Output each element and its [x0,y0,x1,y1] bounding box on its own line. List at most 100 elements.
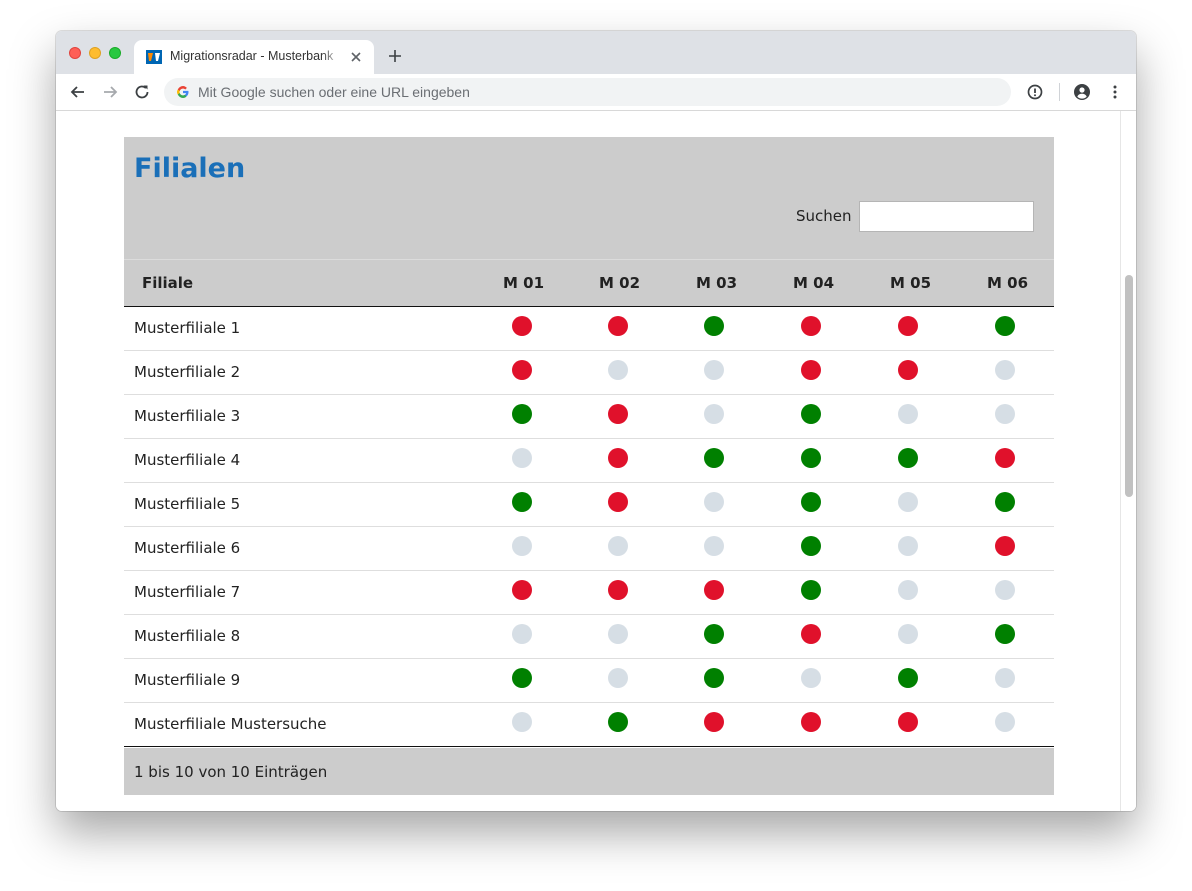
status-dot-grey [608,624,628,644]
favicon-icon [146,50,162,64]
window-zoom-button[interactable] [109,47,121,59]
status-dot-green [898,668,918,688]
status-dot-green [608,712,628,732]
branch-name: Musterfiliale 8 [134,627,241,645]
status-dot-green [801,404,821,424]
status-dot-grey [898,492,918,512]
status-dot-red [801,360,821,380]
table-row: Musterfiliale 2 [124,351,1054,395]
table-body: Musterfiliale 1 Musterfiliale 2 Musterfili… [124,307,1054,747]
branch-name: Musterfiliale 5 [134,495,241,513]
status-dot-green [801,448,821,468]
browser-toolbar: Mit Google suchen oder eine URL eingeben [56,74,1136,111]
plus-icon[interactable] [387,48,403,64]
table-row: Musterfiliale 8 [124,615,1054,659]
status-dot-red [898,360,918,380]
window-minimize-button[interactable] [89,47,101,59]
status-dot-grey [512,448,532,468]
status-dot-grey [512,536,532,556]
status-dot-green [801,536,821,556]
scrollbar-thumb[interactable] [1125,275,1133,497]
status-dot-grey [898,580,918,600]
status-dot-red [995,448,1015,468]
tab-strip: Migrationsradar - Musterbank [56,31,1136,74]
column-header-m04[interactable]: M 04 [793,274,835,292]
forward-arrow-icon[interactable] [101,83,119,101]
status-dot-green [512,404,532,424]
status-dot-grey [512,624,532,644]
status-dot-green [995,624,1015,644]
status-dot-red [898,316,918,336]
column-header-filiale[interactable]: Filiale [142,274,194,292]
column-header-m01[interactable]: M 01 [503,274,545,292]
status-dot-red [512,316,532,336]
status-dot-green [512,492,532,512]
address-placeholder: Mit Google suchen oder eine URL eingeben [198,84,470,100]
status-dot-green [801,580,821,600]
info-icon[interactable] [1026,83,1044,101]
status-dot-grey [704,536,724,556]
toolbar-divider [1059,83,1060,101]
status-dot-grey [608,668,628,688]
branch-name: Musterfiliale 6 [134,539,241,557]
status-dot-red [704,580,724,600]
window-close-button[interactable] [69,47,81,59]
vertical-scrollbar[interactable] [1120,111,1136,811]
branch-name: Musterfiliale 2 [134,363,241,381]
table-row: Musterfiliale 6 [124,527,1054,571]
status-dot-grey [898,624,918,644]
search-input[interactable] [859,201,1034,232]
status-dot-grey [704,404,724,424]
address-bar[interactable]: Mit Google suchen oder eine URL eingeben [164,78,1011,106]
table-row: Musterfiliale 7 [124,571,1054,615]
status-dot-green [995,492,1015,512]
account-icon[interactable] [1073,83,1091,101]
kebab-menu-icon[interactable] [1106,83,1124,101]
status-dot-red [801,712,821,732]
branches-table-card: Filialen Suchen Filiale M 01 M 02 M 03 M… [124,137,1054,795]
status-dot-red [801,624,821,644]
back-arrow-icon[interactable] [69,83,87,101]
status-dot-grey [995,668,1015,688]
browser-window: Migrationsradar - Musterbank [56,31,1136,811]
status-dot-grey [512,712,532,732]
table-info: 1 bis 10 von 10 Einträgen [134,763,328,781]
tab-title: Migrationsradar - Musterbank [170,49,334,63]
column-header-m02[interactable]: M 02 [599,274,641,292]
status-dot-green [512,668,532,688]
table-row: Musterfiliale 3 [124,395,1054,439]
branch-name: Musterfiliale 9 [134,671,241,689]
status-dot-red [608,448,628,468]
status-dot-grey [608,536,628,556]
status-dot-red [898,712,918,732]
status-dot-green [898,448,918,468]
status-dot-grey [898,536,918,556]
status-dot-red [608,404,628,424]
search-label: Suchen [796,207,852,225]
reload-icon[interactable] [133,83,151,101]
table-row: Musterfiliale 5 [124,483,1054,527]
status-dot-red [995,536,1015,556]
status-dot-grey [995,360,1015,380]
status-dot-red [801,316,821,336]
status-dot-grey [898,404,918,424]
status-dot-grey [995,404,1015,424]
tab-migrationsradar[interactable]: Migrationsradar - Musterbank [134,40,374,74]
close-icon[interactable] [349,50,363,64]
table-row: Musterfiliale 1 [124,307,1054,351]
column-header-m03[interactable]: M 03 [696,274,738,292]
status-dot-green [704,448,724,468]
status-dot-grey [608,360,628,380]
status-dot-red [512,580,532,600]
table-row: Musterfiliale Mustersuche [124,703,1054,747]
status-dot-red [512,360,532,380]
status-dot-red [608,316,628,336]
column-header-m06[interactable]: M 06 [987,274,1029,292]
status-dot-green [995,316,1015,336]
column-header-m05[interactable]: M 05 [890,274,932,292]
google-g-icon [177,86,189,98]
status-dot-grey [801,668,821,688]
status-dot-grey [704,360,724,380]
branch-name: Musterfiliale Mustersuche [134,715,327,733]
table-footer: 1 bis 10 von 10 Einträgen [124,748,1054,795]
